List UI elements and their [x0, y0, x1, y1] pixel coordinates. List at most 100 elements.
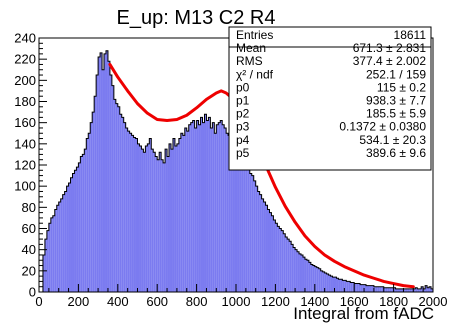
axis-ticks: 0 200 400 600 800 1000 1200 1400 1600 1800 2000 0 20… [14, 31, 447, 310]
histogram-bar [271, 215, 274, 292]
histogram-bar [220, 120, 223, 292]
histogram-bar [44, 239, 47, 292]
x-tick-label: 200 [68, 294, 90, 309]
stats-value: 389.6 ± 9.6 [366, 146, 426, 160]
histogram-bar [366, 285, 368, 292]
histogram-bar [344, 280, 347, 292]
stats-value: 671.3 ± 2.831 [353, 41, 427, 55]
histogram-bar [190, 122, 193, 293]
stats-label: p3 [236, 120, 250, 134]
histogram-bar [78, 162, 81, 292]
histogram-bar [184, 127, 187, 292]
histogram-bar [263, 202, 266, 292]
histogram-bar [358, 283, 361, 292]
histogram-bar [125, 127, 128, 292]
histogram-bar [163, 162, 166, 292]
histogram-bar [131, 135, 134, 292]
histogram-bar [236, 143, 238, 292]
histogram-bar [332, 277, 335, 292]
stats-value: 377.4 ± 2.002 [353, 54, 427, 68]
histogram-bar [149, 138, 152, 292]
histogram-bar [84, 149, 87, 292]
histogram-bar [64, 191, 67, 292]
histogram-bar [157, 159, 160, 292]
histogram-bar [362, 284, 365, 292]
histogram-bar [291, 244, 294, 292]
y-tick-label: 60 [22, 221, 36, 236]
histogram-bar [429, 286, 432, 292]
x-tick-label: 600 [146, 294, 168, 309]
histogram-bar [170, 149, 173, 292]
stats-value: 534.1 ± 20.3 [359, 133, 426, 147]
histogram-bar [216, 124, 219, 293]
histogram-bar [111, 85, 114, 292]
histogram-bar [161, 159, 164, 292]
histogram-bar [415, 287, 418, 292]
histogram-bar [169, 143, 171, 292]
histogram-bar [295, 249, 298, 292]
histogram-bar [328, 275, 331, 292]
histogram-bar [52, 215, 55, 292]
histogram-bar [289, 241, 292, 292]
histogram-bar [192, 120, 195, 292]
histogram-bar [425, 285, 428, 292]
histogram-bar [360, 284, 363, 292]
histogram-bar [348, 281, 351, 292]
histogram-bar [226, 133, 229, 292]
histogram-bar [176, 143, 179, 292]
stats-value: 938.3 ± 7.7 [366, 94, 426, 108]
histogram-bar [320, 270, 323, 292]
histogram-bar [167, 156, 170, 292]
histogram-bar [208, 117, 211, 292]
histogram-bar [401, 288, 404, 292]
histogram-bar [340, 279, 343, 292]
histogram-bar [316, 267, 319, 292]
histogram-bar [80, 156, 83, 292]
histogram-bar [147, 143, 150, 292]
histogram-bar [224, 127, 227, 292]
histogram-bar [178, 138, 181, 292]
histogram-bar [145, 145, 148, 292]
histogram-bar [308, 262, 311, 292]
stats-label: RMS [236, 54, 263, 68]
stats-label: p1 [236, 94, 250, 108]
histogram-bar [210, 127, 213, 292]
histogram-bar [267, 209, 270, 292]
histogram-bar [218, 122, 221, 293]
histogram-bar [312, 265, 315, 292]
histogram-bar [304, 259, 307, 292]
stats-label: χ² / ndf [236, 67, 274, 81]
histogram-bar [269, 212, 272, 292]
x-tick-label: 2000 [419, 294, 448, 309]
stats-label: Mean [236, 41, 266, 55]
histogram-bar [326, 274, 329, 292]
histogram-bar [230, 122, 233, 293]
x-tick-label: 1600 [340, 294, 369, 309]
histogram-bar [283, 233, 286, 292]
histogram-bar [385, 287, 388, 292]
histogram-bar [352, 282, 355, 292]
histogram-bar [109, 75, 112, 293]
histogram-bar [431, 288, 433, 292]
histogram-bar [222, 124, 225, 293]
histogram-bar [237, 145, 240, 292]
histogram-bar [297, 251, 300, 292]
histogram-bar [318, 268, 321, 292]
histogram-bar [88, 133, 91, 292]
histogram-bar [387, 287, 390, 292]
histogram-bar [68, 182, 71, 292]
histogram-bar [107, 61, 110, 293]
histogram-bar [202, 122, 205, 293]
histogram-bar [198, 124, 201, 293]
histogram-bar [306, 260, 309, 292]
y-tick-label: 140 [14, 136, 36, 151]
histogram-bar [58, 202, 61, 292]
stats-value: 18611 [394, 28, 427, 42]
stats-label: Entries [236, 28, 273, 42]
x-tick-label: 400 [107, 294, 129, 309]
x-tick-label: 800 [186, 294, 208, 309]
x-tick-label: 1200 [261, 294, 290, 309]
histogram-bar [364, 284, 367, 292]
y-tick-label: 40 [22, 242, 36, 257]
stats-label: p5 [236, 146, 250, 160]
